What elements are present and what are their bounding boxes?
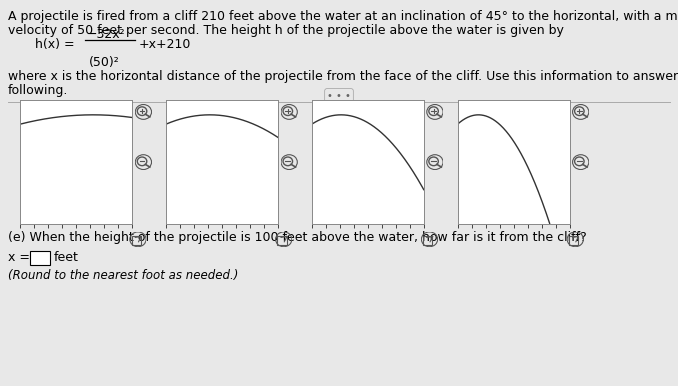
- Bar: [423, 236, 433, 245]
- Text: velocity of 50 feet per second. The height h of the projectile above the water i: velocity of 50 feet per second. The heig…: [8, 24, 564, 37]
- Text: h(x) =: h(x) =: [35, 38, 75, 51]
- Text: (Round to the nearest foot as needed.): (Round to the nearest foot as needed.): [8, 269, 239, 282]
- Bar: [569, 236, 578, 245]
- Text: −32x²: −32x²: [87, 28, 125, 41]
- Bar: [132, 236, 141, 245]
- Text: • • •: • • •: [327, 91, 351, 101]
- Text: x =: x =: [8, 251, 30, 264]
- Text: (50)²: (50)²: [89, 56, 120, 69]
- Bar: [30, 251, 50, 265]
- Text: (e) When the height of the projectile is 100 feet above the water, how far is it: (e) When the height of the projectile is…: [8, 231, 586, 244]
- Text: following.: following.: [8, 84, 68, 97]
- Text: feet: feet: [54, 251, 79, 264]
- Text: where x is the horizontal distance of the projectile from the face of the cliff.: where x is the horizontal distance of th…: [8, 70, 678, 83]
- Text: A projectile is fired from a cliff 210 feet above the water at an inclination of: A projectile is fired from a cliff 210 f…: [8, 10, 678, 23]
- Text: +x+210: +x+210: [139, 38, 191, 51]
- Bar: [277, 236, 287, 245]
